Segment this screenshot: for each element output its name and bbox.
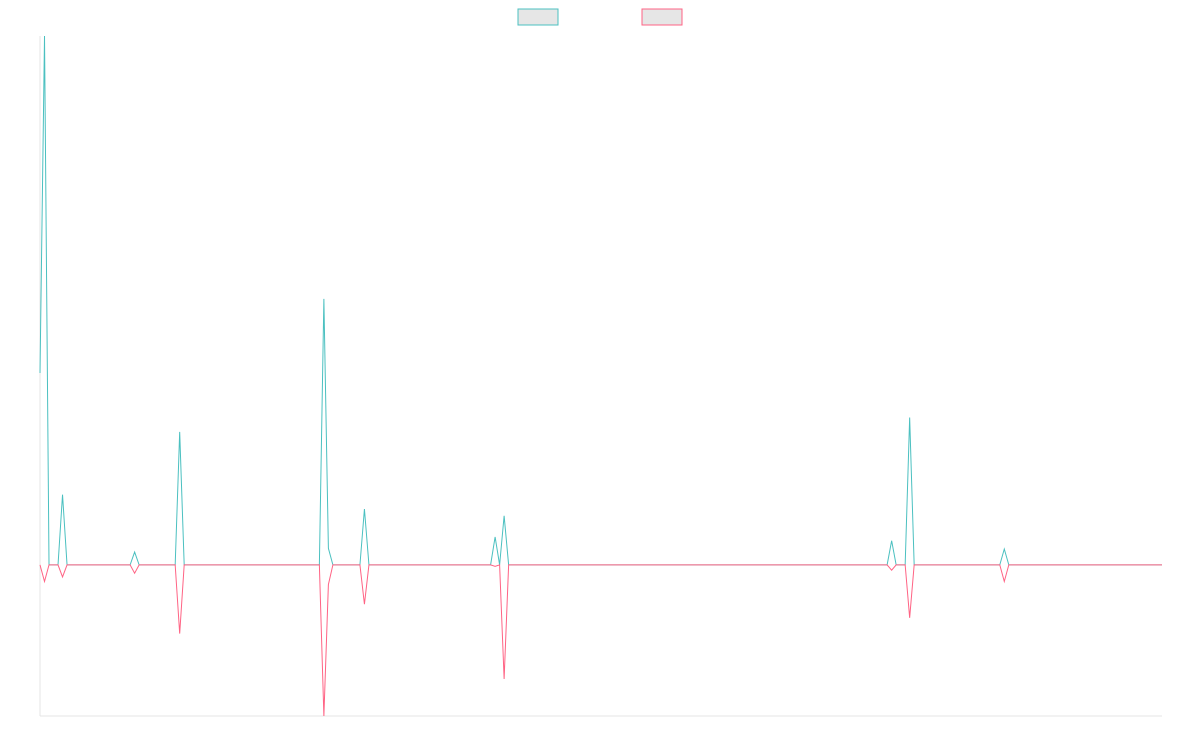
series-line	[39, 564, 1162, 717]
series-line	[39, 35, 1162, 566]
legend-swatch	[517, 8, 559, 26]
legend-swatch	[641, 8, 683, 26]
